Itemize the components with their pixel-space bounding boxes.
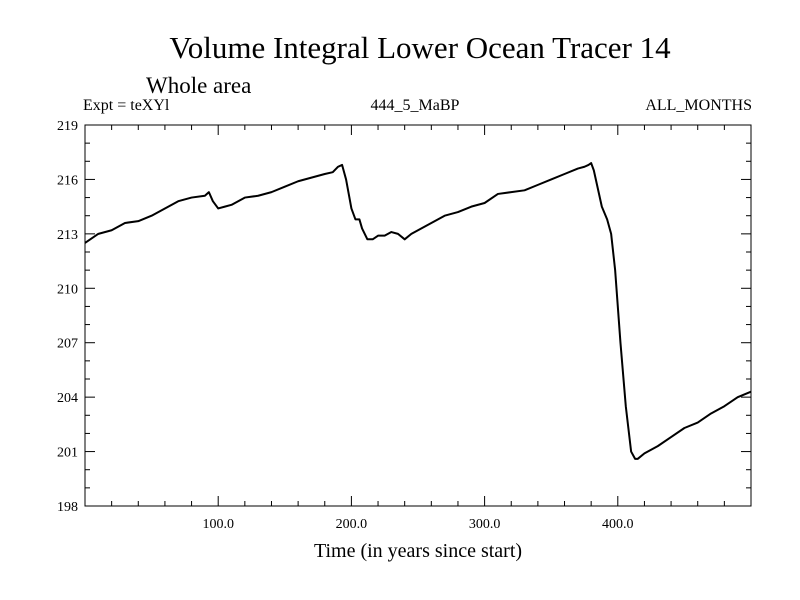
y-tick-label: 219 [57, 119, 78, 134]
y-tick-label: 207 [57, 337, 78, 352]
annotation-period: 444_5_MaBP [371, 97, 460, 114]
y-tick-label: 204 [57, 391, 78, 406]
x-tick-label: 100.0 [202, 517, 234, 532]
y-tick-label: 210 [57, 282, 78, 297]
y-tick-label: 201 [57, 446, 78, 461]
axis-tick-labels: 100.0 200.0 300.0 400.0 198 201 204 207 210 213 21… [57, 119, 634, 532]
x-axis-label: Time (in years since start) [314, 540, 522, 562]
x-tick-label: 200.0 [336, 517, 368, 532]
annotation-experiment: Expt = teXYl [83, 97, 170, 114]
x-tick-label: 400.0 [602, 517, 634, 532]
series-line [84, 162, 752, 460]
axis-ticks [84, 124, 752, 507]
annotation-months: ALL_MONTHS [645, 97, 752, 114]
y-tick-label: 213 [57, 228, 78, 243]
y-tick-label: 198 [57, 500, 78, 515]
chart-title: Volume Integral Lower Ocean Tracer 14 [169, 30, 671, 65]
plot-frame [84, 124, 752, 507]
chart-subtitle: Whole area [146, 73, 251, 98]
x-tick-label: 300.0 [469, 517, 501, 532]
y-tick-label: 216 [57, 173, 78, 188]
